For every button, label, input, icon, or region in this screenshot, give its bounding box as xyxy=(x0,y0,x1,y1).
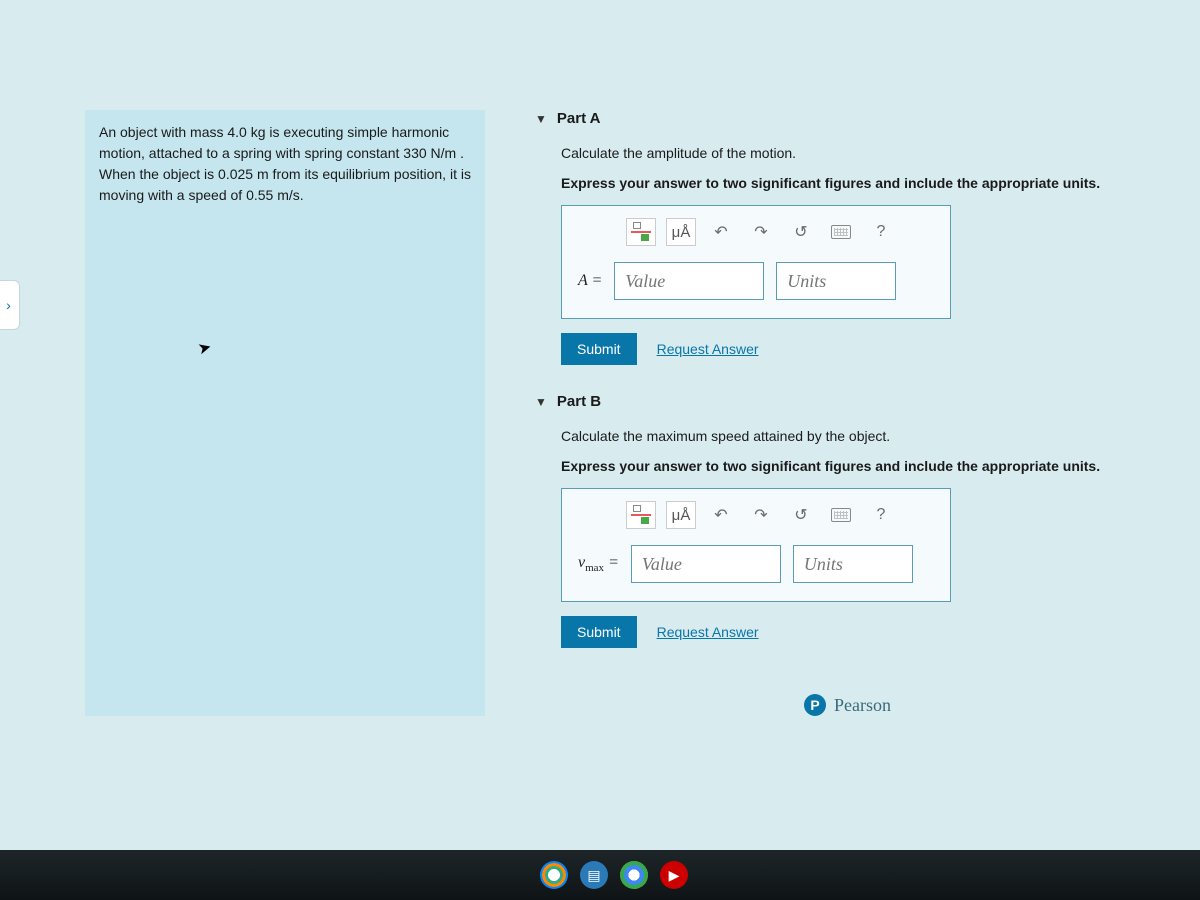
pearson-brand: P Pearson xyxy=(535,694,1160,716)
part-b-toolbar: μÅ ↶ ↷ ↺ ? xyxy=(578,501,934,529)
part-a-toolbar: μÅ ↶ ↷ ↺ ? xyxy=(578,218,934,246)
part-b-answer-box: μÅ ↶ ↷ ↺ ? vmax = xyxy=(561,488,951,602)
part-b-actions: Submit Request Answer xyxy=(561,616,1160,648)
chevron-down-icon: ▼ xyxy=(535,112,547,126)
unit-ms: m/s xyxy=(277,187,300,203)
chevron-down-icon: ▼ xyxy=(535,395,547,409)
taskbar-youtube-icon[interactable]: ▶ xyxy=(660,861,688,889)
taskbar-document-icon[interactable]: ▤ xyxy=(580,861,608,889)
part-a-instruction: Calculate the amplitude of the motion. xyxy=(561,145,1160,161)
part-a-instruction-bold: Express your answer to two significant f… xyxy=(561,175,1160,191)
parts-column: ▼ Part A Calculate the amplitude of the … xyxy=(535,110,1160,716)
main-content: An object with mass 4.0 kg is executing … xyxy=(0,0,1200,756)
help-button[interactable]: ? xyxy=(866,218,896,246)
part-a-header[interactable]: ▼ Part A xyxy=(535,110,1160,127)
part-b-request-answer-link[interactable]: Request Answer xyxy=(657,624,759,640)
part-b-input-row: vmax = xyxy=(578,545,934,583)
part-b-units-input[interactable] xyxy=(793,545,913,583)
keyboard-button[interactable] xyxy=(826,218,856,246)
fraction-icon xyxy=(631,505,651,525)
part-a-request-answer-link[interactable]: Request Answer xyxy=(657,341,759,357)
problem-statement: An object with mass 4.0 kg is executing … xyxy=(85,110,485,716)
taskbar-chrome-icon[interactable] xyxy=(620,861,648,889)
part-b-instruction-bold: Express your answer to two significant f… xyxy=(561,458,1160,474)
part-b-header[interactable]: ▼ Part B xyxy=(535,393,1160,410)
taskbar: ▤ ▶ xyxy=(0,850,1200,900)
part-a-answer-box: μÅ ↶ ↷ ↺ ? A = xyxy=(561,205,951,319)
fraction-tool-button[interactable] xyxy=(626,501,656,529)
part-a-actions: Submit Request Answer xyxy=(561,333,1160,365)
keyboard-button[interactable] xyxy=(826,501,856,529)
undo-button[interactable]: ↶ xyxy=(706,501,736,529)
mu-a-label: μÅ xyxy=(672,507,691,524)
unit-m: m xyxy=(257,166,269,182)
part-a-body: Calculate the amplitude of the motion. E… xyxy=(535,145,1160,365)
fraction-icon xyxy=(631,222,651,242)
part-b-value-input[interactable] xyxy=(631,545,781,583)
part-a-submit-button[interactable]: Submit xyxy=(561,333,637,365)
pearson-logo-icon: P xyxy=(804,694,826,716)
keyboard-icon xyxy=(831,225,851,239)
taskbar-media-icon[interactable] xyxy=(540,861,568,889)
keyboard-icon xyxy=(831,508,851,522)
pearson-brand-text: Pearson xyxy=(834,695,891,716)
undo-button[interactable]: ↶ xyxy=(706,218,736,246)
fraction-tool-button[interactable] xyxy=(626,218,656,246)
redo-button[interactable]: ↷ xyxy=(746,218,776,246)
part-b-instruction: Calculate the maximum speed attained by … xyxy=(561,428,1160,444)
sidebar-expand-tab[interactable]: › xyxy=(0,280,20,330)
unit-nm: N/m xyxy=(431,145,457,161)
unit-kg: kg xyxy=(251,124,266,140)
mu-a-label: μÅ xyxy=(672,224,691,241)
reset-button[interactable]: ↺ xyxy=(786,501,816,529)
reset-button[interactable]: ↺ xyxy=(786,218,816,246)
special-char-button[interactable]: μÅ xyxy=(666,218,696,246)
part-b-submit-button[interactable]: Submit xyxy=(561,616,637,648)
part-a-section: ▼ Part A Calculate the amplitude of the … xyxy=(535,110,1160,365)
problem-text: An object with mass 4.0 xyxy=(99,124,251,140)
part-b-section: ▼ Part B Calculate the maximum speed att… xyxy=(535,393,1160,648)
help-button[interactable]: ? xyxy=(866,501,896,529)
part-b-title: Part B xyxy=(557,393,601,410)
part-b-body: Calculate the maximum speed attained by … xyxy=(535,428,1160,648)
part-b-variable-label: vmax = xyxy=(578,554,619,574)
part-a-value-input[interactable] xyxy=(614,262,764,300)
part-a-variable-label: A = xyxy=(578,272,602,290)
redo-button[interactable]: ↷ xyxy=(746,501,776,529)
part-a-title: Part A xyxy=(557,110,601,127)
part-a-units-input[interactable] xyxy=(776,262,896,300)
special-char-button[interactable]: μÅ xyxy=(666,501,696,529)
part-a-input-row: A = xyxy=(578,262,934,300)
